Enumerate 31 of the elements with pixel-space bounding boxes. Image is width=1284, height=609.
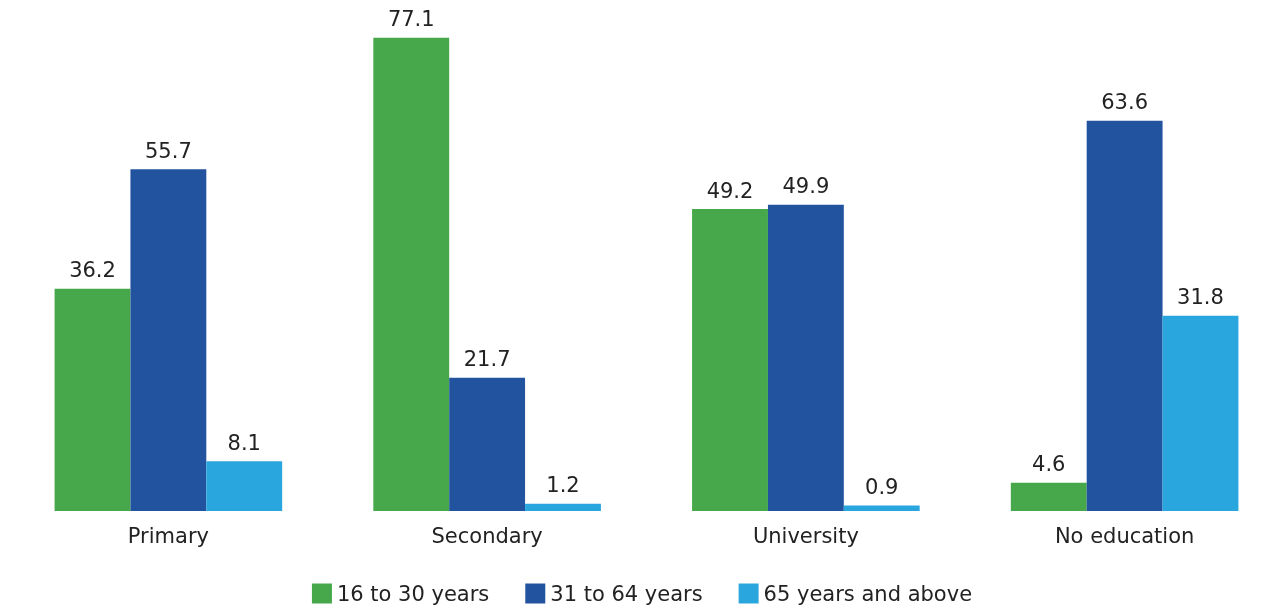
bar <box>54 288 131 511</box>
data-label: 21.7 <box>463 347 511 372</box>
data-label: 49.9 <box>782 174 830 199</box>
x-tick-label: University <box>752 523 859 548</box>
data-label: 49.2 <box>706 178 754 203</box>
bar <box>525 503 601 511</box>
bar <box>1086 120 1163 511</box>
legend-label: 65 years and above <box>763 581 973 606</box>
data-label: 63.6 <box>1101 90 1149 115</box>
bar <box>130 169 207 511</box>
data-label: 0.9 <box>865 474 899 499</box>
x-tick-label: Primary <box>127 523 209 548</box>
bar <box>206 461 283 511</box>
data-label: 31.8 <box>1177 285 1224 310</box>
bar <box>692 209 768 511</box>
data-label: 77.1 <box>387 7 435 32</box>
data-label: 36.2 <box>69 258 116 283</box>
bar <box>449 377 526 511</box>
bar <box>373 37 450 511</box>
legend-label: 31 to 64 years <box>550 581 703 606</box>
legend-label: 16 to 30 years <box>336 581 490 606</box>
data-label: 55.7 <box>144 138 192 163</box>
data-label: 1.2 <box>546 473 580 498</box>
bar <box>843 505 920 511</box>
bar <box>767 204 844 511</box>
bar <box>1010 482 1087 511</box>
data-label: 8.1 <box>227 430 261 455</box>
x-tick-label: No education <box>1054 523 1195 548</box>
data-label: 4.6 <box>1032 452 1066 477</box>
bar <box>1162 315 1239 511</box>
x-tick-label: Secondary <box>431 523 543 548</box>
